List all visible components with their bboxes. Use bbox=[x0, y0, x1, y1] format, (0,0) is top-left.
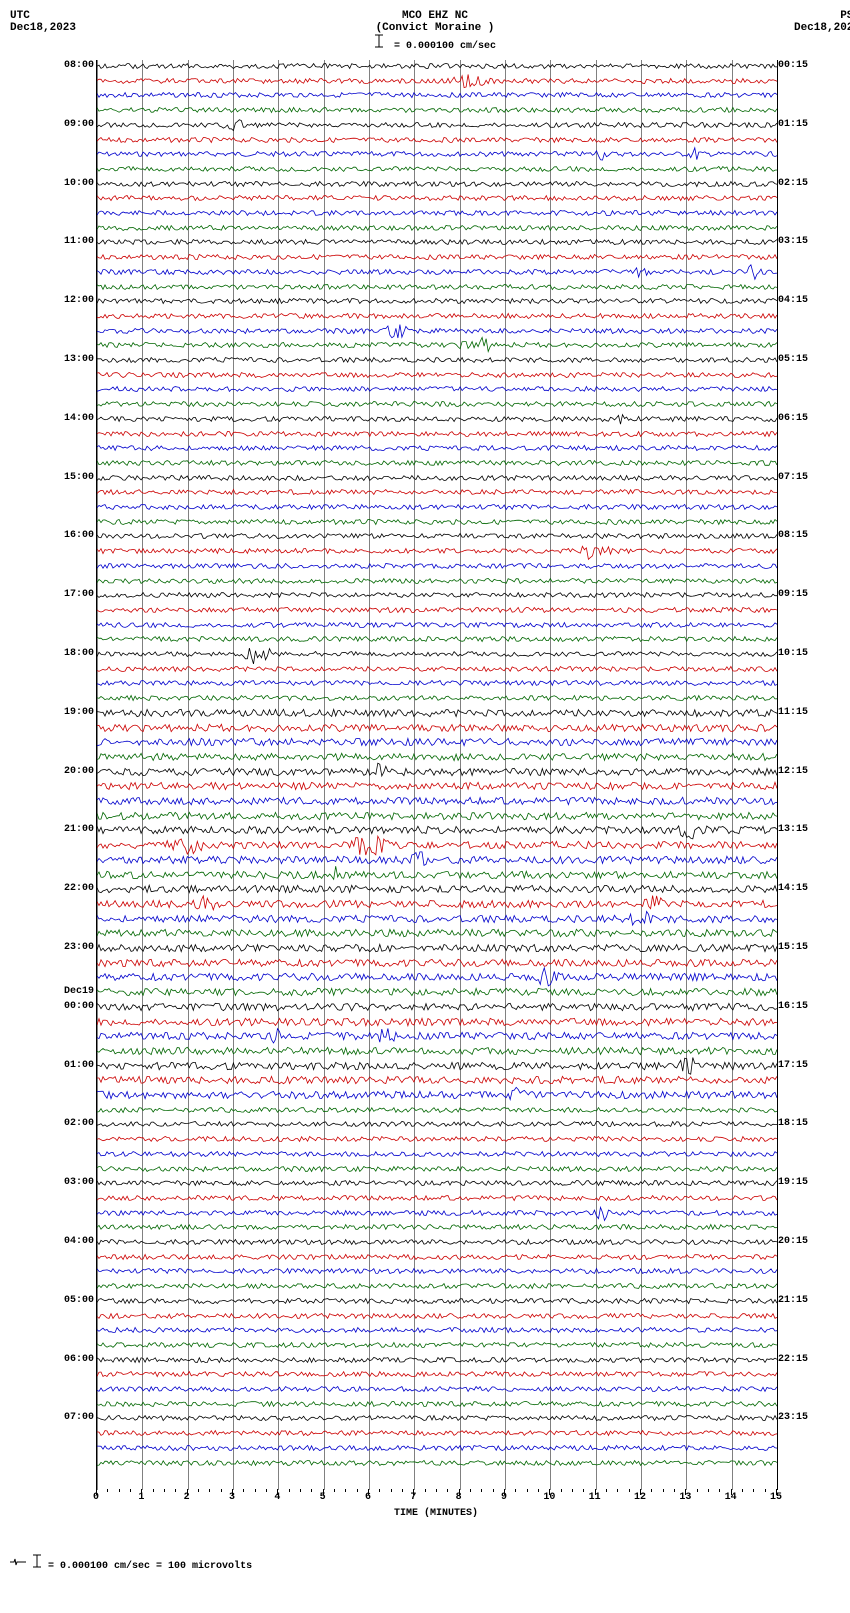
right-date: Dec18,2023 bbox=[780, 22, 850, 34]
scale-line: = 0.000100 cm/sec bbox=[90, 34, 780, 52]
utc-time-label: 10:00 bbox=[64, 178, 94, 189]
utc-time-label: 02:00 bbox=[64, 1118, 94, 1129]
pst-time-label: 08:15 bbox=[778, 530, 808, 541]
pst-time-label: 18:15 bbox=[778, 1118, 808, 1129]
utc-time-label: 17:00 bbox=[64, 589, 94, 600]
x-tick-label: 3 bbox=[229, 1492, 235, 1503]
utc-time-label: 23:00 bbox=[64, 942, 94, 953]
header: UTC Dec18,2023 MCO EHZ NC (Convict Morai… bbox=[10, 10, 850, 56]
x-tick-label: 11 bbox=[589, 1492, 601, 1503]
utc-time-label: 12:00 bbox=[64, 295, 94, 306]
scale-bar-icon bbox=[374, 34, 384, 52]
station-title: MCO EHZ NC bbox=[90, 10, 780, 22]
utc-time-label: 05:00 bbox=[64, 1295, 94, 1306]
utc-time-label: 08:00 bbox=[64, 60, 94, 71]
x-tick-label: 4 bbox=[274, 1492, 280, 1503]
header-center: MCO EHZ NC (Convict Moraine ) = 0.000100… bbox=[90, 10, 780, 56]
x-tick-label: 1 bbox=[138, 1492, 144, 1503]
pst-time-label: 02:15 bbox=[778, 178, 808, 189]
x-tick-label: 15 bbox=[770, 1492, 782, 1503]
x-tick-label: 6 bbox=[365, 1492, 371, 1503]
pst-time-label: 01:15 bbox=[778, 119, 808, 130]
pst-time-label: 06:15 bbox=[778, 413, 808, 424]
footer: = 0.000100 cm/sec = 100 microvolts bbox=[10, 1554, 850, 1572]
pst-time-label: 00:15 bbox=[778, 60, 808, 71]
x-axis: 0123456789101112131415TIME (MINUTES) bbox=[48, 1490, 822, 1526]
pst-time-label: 15:15 bbox=[778, 942, 808, 953]
utc-time-label: 09:00 bbox=[64, 119, 94, 130]
pst-time-label: 21:15 bbox=[778, 1295, 808, 1306]
utc-time-label: 00:00 bbox=[64, 1001, 94, 1012]
x-tick-label: 8 bbox=[456, 1492, 462, 1503]
x-tick-label: 12 bbox=[634, 1492, 646, 1503]
x-tick-label: 9 bbox=[501, 1492, 507, 1503]
utc-time-label: 21:00 bbox=[64, 824, 94, 835]
pst-time-label: 19:15 bbox=[778, 1177, 808, 1188]
pst-time-label: 05:15 bbox=[778, 354, 808, 365]
utc-time-label: 20:00 bbox=[64, 766, 94, 777]
trace-row bbox=[97, 1453, 777, 1473]
utc-time-label: 04:00 bbox=[64, 1236, 94, 1247]
utc-time-label: 18:00 bbox=[64, 648, 94, 659]
location-title: (Convict Moraine ) bbox=[90, 22, 780, 34]
pst-time-label: 10:15 bbox=[778, 648, 808, 659]
pst-time-label: 11:15 bbox=[778, 707, 808, 718]
utc-time-label: 15:00 bbox=[64, 472, 94, 483]
scale-text: = 0.000100 cm/sec bbox=[394, 41, 496, 52]
x-tick-label: 10 bbox=[543, 1492, 555, 1503]
pst-time-label: 14:15 bbox=[778, 883, 808, 894]
utc-time-label: 14:00 bbox=[64, 413, 94, 424]
x-tick-label: 2 bbox=[184, 1492, 190, 1503]
pst-time-label: 16:15 bbox=[778, 1001, 808, 1012]
x-tick-label: 13 bbox=[679, 1492, 691, 1503]
pst-time-label: 23:15 bbox=[778, 1412, 808, 1423]
x-tick-label: 0 bbox=[93, 1492, 99, 1503]
header-left: UTC Dec18,2023 bbox=[10, 10, 90, 34]
pst-time-label: 07:15 bbox=[778, 472, 808, 483]
pst-time-label: 20:15 bbox=[778, 1236, 808, 1247]
pst-time-label: 09:15 bbox=[778, 589, 808, 600]
x-tick-label: 14 bbox=[725, 1492, 737, 1503]
utc-time-label: 13:00 bbox=[64, 354, 94, 365]
utc-time-label: 11:00 bbox=[64, 236, 94, 247]
footer-scale-icon bbox=[10, 1561, 48, 1572]
x-tick-label: 7 bbox=[410, 1492, 416, 1503]
pst-time-label: 13:15 bbox=[778, 824, 808, 835]
pst-time-label: 12:15 bbox=[778, 766, 808, 777]
pst-time-label: 04:15 bbox=[778, 295, 808, 306]
right-tz: PST bbox=[780, 10, 850, 22]
utc-time-label: Dec19 bbox=[64, 986, 94, 997]
pst-time-label: 22:15 bbox=[778, 1354, 808, 1365]
utc-time-label: 22:00 bbox=[64, 883, 94, 894]
utc-time-label: 01:00 bbox=[64, 1060, 94, 1071]
x-tick-label: 5 bbox=[320, 1492, 326, 1503]
utc-time-label: 19:00 bbox=[64, 707, 94, 718]
utc-time-label: 16:00 bbox=[64, 530, 94, 541]
utc-time-label: 07:00 bbox=[64, 1412, 94, 1423]
utc-time-label: 03:00 bbox=[64, 1177, 94, 1188]
seismogram-plot: 08:00 09:00 10:00 11:00 12:00 13:00 14:00 15:00… bbox=[48, 60, 822, 1490]
header-right: PST Dec18,2023 bbox=[780, 10, 850, 34]
left-date: Dec18,2023 bbox=[10, 22, 90, 34]
footer-text: = 0.000100 cm/sec = 100 microvolts bbox=[48, 1561, 252, 1572]
pst-time-label: 17:15 bbox=[778, 1060, 808, 1071]
x-axis-label: TIME (MINUTES) bbox=[394, 1508, 478, 1519]
utc-time-label: 06:00 bbox=[64, 1354, 94, 1365]
left-tz: UTC bbox=[10, 10, 90, 22]
pst-time-label: 03:15 bbox=[778, 236, 808, 247]
